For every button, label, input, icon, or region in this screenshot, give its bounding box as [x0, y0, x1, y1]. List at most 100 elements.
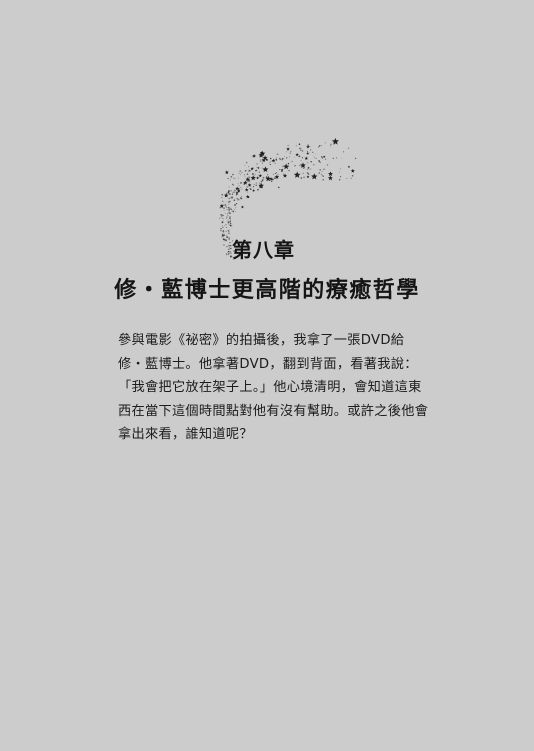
stardust-dot: [249, 181, 251, 183]
stardust-dot: [221, 193, 224, 196]
stardust-dot: [230, 190, 232, 192]
star-shape: [258, 174, 262, 178]
stardust-dot: [238, 172, 240, 174]
paragraph-line: 修・藍博士。他拿著DVD，翻到背面，看著我說：: [118, 356, 418, 372]
stardust-dot: [298, 147, 301, 150]
stardust-dot: [339, 171, 341, 173]
stardust-dot: [221, 197, 223, 199]
stardust-dot: [310, 160, 312, 163]
stardust-dot: [276, 153, 279, 155]
star-shape: [223, 193, 229, 198]
stardust-dot: [235, 210, 236, 212]
stardust-dot: [295, 145, 297, 147]
stardust-dot: [288, 166, 290, 168]
star-shape: [271, 158, 276, 163]
stardust-dot: [256, 163, 258, 165]
chapter-body-paragraph: 參與電影《祕密》的拍攝後，我拿了一張DVD給 修・藍博士。他拿著DVD，翻到背面…: [118, 329, 428, 447]
stardust-dot: [306, 168, 309, 171]
stardust-dot: [314, 153, 316, 155]
star-shape: [244, 187, 249, 192]
stardust-dot: [219, 217, 221, 219]
stardust-dot: [234, 208, 236, 210]
stardust-dot: [272, 173, 275, 175]
stardust-dot: [269, 163, 271, 166]
stardust-dot: [236, 197, 238, 199]
stardust-dot: [231, 196, 234, 199]
stardust-dot: [229, 217, 231, 219]
stardust-dot: [299, 164, 301, 167]
stardust-dot: [318, 146, 320, 148]
star-shape: [350, 168, 355, 173]
star-shape: [243, 180, 248, 185]
star-shape: [295, 152, 299, 157]
chapter-title: 修・藍博士更高階的療癒哲學: [114, 277, 420, 303]
stardust-dot: [274, 159, 275, 161]
stardust-dot: [339, 179, 341, 181]
stardust-dot: [315, 157, 317, 160]
star-shape: [252, 154, 256, 158]
stardust-dot: [230, 179, 231, 181]
stardust-dot: [229, 255, 232, 258]
star-shape: [300, 162, 306, 168]
stardust-dot: [248, 171, 250, 173]
star-shape: [306, 144, 310, 149]
paragraph-line: 拿出來看，誰知道呢？: [118, 427, 253, 442]
stardust-dot: [261, 167, 263, 169]
chapter-label: 第八章: [232, 238, 295, 262]
stardust-dot: [225, 205, 227, 208]
stardust-dot: [241, 171, 243, 174]
stardust-dot: [228, 236, 230, 238]
stardust-dot: [307, 172, 309, 175]
stardust-dot: [225, 201, 227, 203]
stardust-dot: [234, 204, 236, 206]
stardust-dot: [221, 233, 224, 236]
stardust-dot: [226, 218, 227, 220]
stardust-dot: [220, 214, 223, 216]
stardust-dot: [249, 169, 251, 172]
stardust-dot: [321, 157, 324, 159]
stardust-dot: [233, 199, 236, 201]
stardust-dot: [238, 191, 239, 193]
stardust-dot: [231, 246, 232, 248]
stardust-dot: [229, 220, 232, 223]
stardust-dot: [241, 188, 243, 190]
stardust-dot: [223, 232, 225, 234]
stardust-dot: [306, 150, 309, 153]
stardust-dot: [257, 167, 260, 169]
star-shape: [327, 175, 333, 181]
stardust-dot: [248, 179, 251, 181]
stardust-dot: [334, 144, 335, 145]
stardust-dot: [281, 157, 284, 160]
stardust-dot: [277, 153, 279, 155]
stardust-dot: [229, 212, 231, 215]
stardust-dot: [290, 150, 292, 153]
paragraph-line: 參與電影《祕密》的拍攝後，我拿了一張DVD給: [118, 333, 405, 348]
stardust-dot: [232, 210, 235, 213]
stardust-dot: [248, 176, 250, 178]
stardust-dot: [252, 173, 254, 175]
stardust-dot: [298, 155, 301, 158]
stardust-dot: [247, 181, 249, 183]
stardust-dot: [221, 221, 224, 223]
stardust-dot: [259, 160, 262, 162]
star-shape: [219, 203, 224, 208]
star-shape: [306, 151, 310, 155]
stardust-dot: [274, 172, 276, 175]
stardust-dot: [227, 222, 230, 224]
stardust-dot: [235, 202, 238, 205]
stardust-dot: [228, 212, 230, 214]
star-shape: [261, 158, 266, 163]
stardust-dot: [222, 218, 224, 220]
stardust-dot: [324, 142, 326, 144]
stardust-dot: [300, 147, 302, 150]
stardust-dot: [230, 211, 232, 213]
stardust-dot: [226, 254, 228, 256]
stardust-dot: [250, 188, 252, 190]
star-shape: [260, 151, 263, 154]
star-shape: [250, 175, 256, 181]
stardust-dot: [237, 177, 239, 179]
stardust-dot: [229, 222, 232, 225]
star-shape: [256, 188, 259, 191]
stardust-dot: [229, 207, 231, 209]
stardust-dot: [339, 176, 342, 178]
